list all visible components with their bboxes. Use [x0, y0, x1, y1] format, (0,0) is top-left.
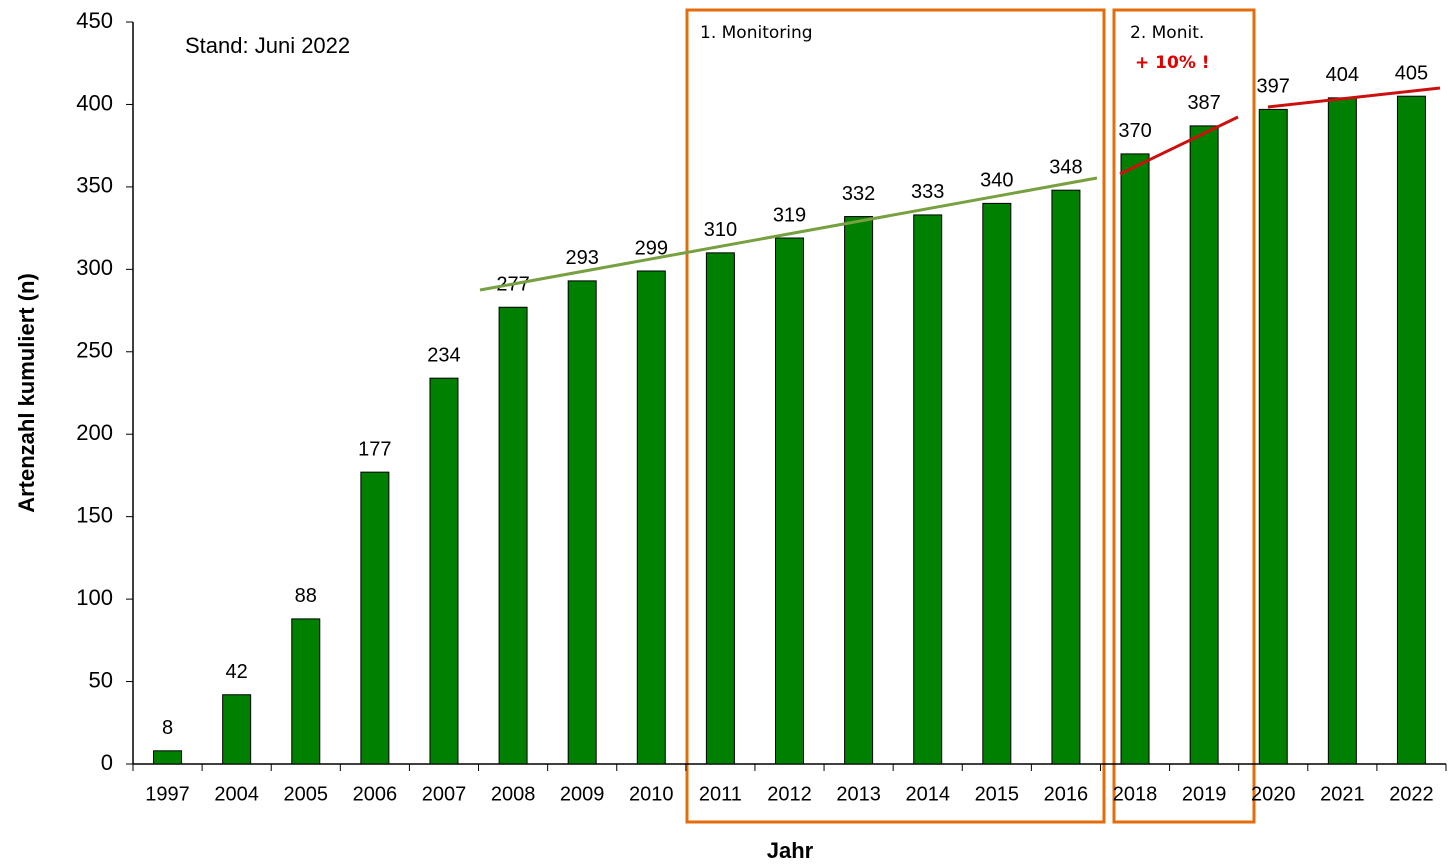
bar	[153, 750, 183, 765]
data-label: 397	[1257, 76, 1290, 98]
y-tick-label: 400	[76, 90, 113, 115]
bar	[636, 270, 666, 765]
bar	[1189, 125, 1219, 765]
x-tick-label: 2007	[422, 783, 467, 805]
y-tick-label: 200	[76, 420, 113, 445]
data-label: 332	[842, 183, 875, 205]
data-label: 405	[1395, 62, 1428, 84]
x-tick-label: 2021	[1320, 783, 1365, 805]
bar	[1396, 95, 1426, 765]
data-label: 42	[226, 661, 248, 683]
data-label: 299	[635, 237, 668, 259]
bar	[1051, 189, 1081, 765]
bar	[291, 618, 321, 765]
data-label: 319	[773, 204, 806, 226]
y-axis-label: Artenzahl kumuliert (n)	[14, 273, 39, 513]
bar	[844, 216, 874, 765]
bar	[705, 252, 735, 765]
x-tick-label: 2018	[1113, 783, 1158, 805]
bar	[775, 237, 804, 765]
trend-line	[479, 176, 1098, 292]
bar	[913, 214, 943, 765]
bar	[360, 471, 390, 765]
x-tick-label: 2016	[1044, 783, 1089, 805]
bar	[1120, 153, 1150, 765]
y-tick-label: 150	[76, 502, 113, 527]
x-tick-label: 2008	[491, 783, 536, 805]
y-tick-label: 450	[76, 8, 113, 33]
bar	[1327, 97, 1357, 765]
y-tick-label: 250	[76, 338, 113, 363]
annotation: Stand: Juni 2022	[185, 33, 350, 58]
x-tick-label: 2015	[975, 783, 1020, 805]
bar	[567, 280, 597, 765]
trend-line	[1119, 115, 1239, 176]
bar	[429, 377, 459, 765]
x-tick-label: 2004	[214, 783, 259, 805]
x-tick-label: 2009	[560, 783, 605, 805]
annotation: 2. Monit.	[1130, 23, 1204, 43]
highlight-box	[1112, 8, 1256, 824]
data-label: 88	[295, 585, 317, 607]
x-tick-label: 1997	[145, 783, 190, 805]
annotation: + 10% !	[1135, 53, 1210, 73]
y-tick-label: 350	[76, 173, 113, 198]
x-tick-label: 2006	[353, 783, 398, 805]
y-tick-label: 300	[76, 255, 113, 280]
x-tick-label: 2005	[284, 783, 329, 805]
annotation: 1. Monitoring	[700, 23, 813, 43]
data-label: 333	[911, 181, 944, 203]
x-tick-label: 2019	[1182, 783, 1227, 805]
x-axis-label: Jahr	[767, 838, 814, 863]
x-tick-label: 2013	[836, 783, 881, 805]
x-tick-label: 2010	[629, 783, 674, 805]
x-tick-label: 2020	[1251, 783, 1296, 805]
x-tick-label: 2011	[699, 783, 742, 805]
data-label: 293	[565, 247, 598, 269]
x-tick-label: 2014	[905, 783, 950, 805]
y-tick-label: 0	[101, 750, 113, 775]
data-label: 404	[1326, 64, 1359, 86]
data-label: 387	[1187, 92, 1220, 114]
data-label: 234	[427, 344, 460, 366]
data-label: 340	[980, 170, 1013, 192]
data-label: 370	[1118, 120, 1151, 142]
y-tick-label: 50	[89, 667, 113, 692]
data-label: 310	[704, 219, 737, 241]
trend-line	[1267, 86, 1441, 109]
bar	[498, 306, 528, 765]
x-tick-label: 2012	[767, 783, 812, 805]
data-label: 348	[1049, 156, 1082, 178]
data-label: 8	[162, 717, 173, 739]
bar	[1258, 108, 1288, 765]
x-tick-label: 2022	[1389, 783, 1434, 805]
bar	[982, 202, 1012, 765]
y-tick-label: 100	[76, 585, 113, 610]
data-label: 177	[358, 438, 391, 460]
bar	[222, 694, 252, 765]
highlight-box	[685, 8, 1106, 824]
